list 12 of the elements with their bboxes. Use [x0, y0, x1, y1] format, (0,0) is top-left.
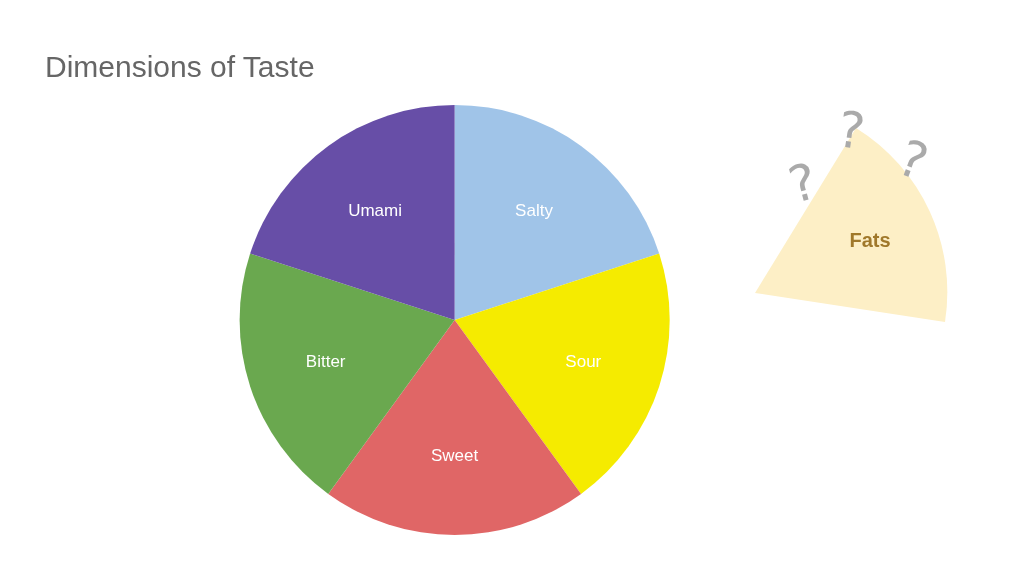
slice-label: Sweet: [430, 445, 479, 465]
text: ?: [782, 152, 824, 215]
text: ?: [890, 128, 936, 193]
pie-slice: [454, 104, 660, 320]
pie-slice: [250, 104, 455, 320]
slice-label: Salty: [515, 200, 554, 220]
text: Fats: [849, 229, 891, 251]
slice-label: Bitter: [305, 352, 346, 372]
chart-title: Dimensions of Taste: [45, 49, 315, 83]
text: ?: [833, 100, 869, 162]
slice-label: Sour: [565, 352, 602, 372]
slice-label: Umami: [348, 200, 402, 220]
